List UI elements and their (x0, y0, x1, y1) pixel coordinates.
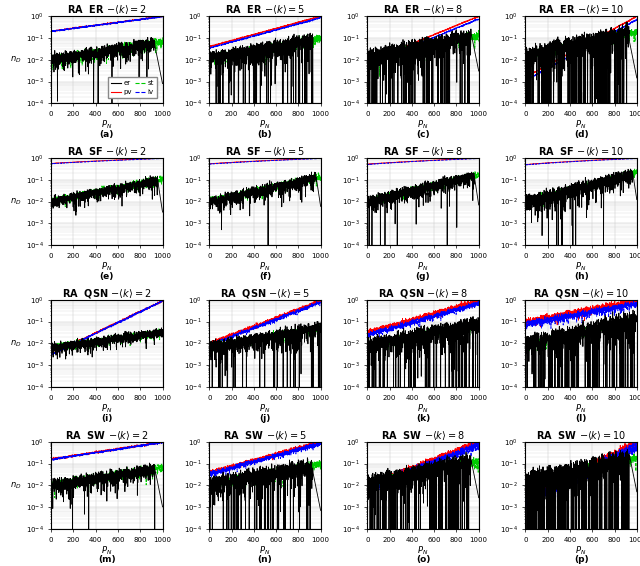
Y-axis label: $n_D$: $n_D$ (10, 54, 22, 65)
X-axis label: $P_N$: $P_N$ (575, 544, 587, 557)
Text: (j): (j) (259, 414, 271, 423)
Text: (c): (c) (416, 130, 430, 139)
X-axis label: $P_N$: $P_N$ (101, 260, 113, 273)
Title: RA  QSN $-\langle k\rangle=5$: RA QSN $-\langle k\rangle=5$ (220, 287, 310, 299)
Title: RA  SF $-\langle k\rangle=2$: RA SF $-\langle k\rangle=2$ (67, 145, 147, 158)
X-axis label: $P_N$: $P_N$ (259, 260, 271, 273)
Text: (a): (a) (100, 130, 114, 139)
Title: RA  QSN $-\langle k\rangle=10$: RA QSN $-\langle k\rangle=10$ (533, 287, 629, 299)
X-axis label: $P_N$: $P_N$ (575, 402, 587, 415)
Title: RA  ER $-\langle k\rangle=10$: RA ER $-\langle k\rangle=10$ (538, 3, 625, 16)
Title: RA  SW $-\langle k\rangle=10$: RA SW $-\langle k\rangle=10$ (536, 428, 626, 441)
X-axis label: $P_N$: $P_N$ (259, 118, 271, 131)
Title: RA  QSN $-\langle k\rangle=2$: RA QSN $-\langle k\rangle=2$ (62, 287, 152, 299)
X-axis label: $P_N$: $P_N$ (101, 544, 113, 557)
X-axis label: $P_N$: $P_N$ (417, 118, 429, 131)
Y-axis label: $n_D$: $n_D$ (10, 480, 22, 491)
Text: (g): (g) (416, 272, 430, 281)
Text: (b): (b) (258, 130, 272, 139)
Text: (f): (f) (259, 272, 271, 281)
Title: RA  SW $-\langle k\rangle=8$: RA SW $-\langle k\rangle=8$ (381, 428, 465, 441)
Title: RA  ER $-\langle k\rangle=5$: RA ER $-\langle k\rangle=5$ (225, 3, 305, 16)
Text: (l): (l) (575, 414, 587, 423)
X-axis label: $P_N$: $P_N$ (101, 118, 113, 131)
Title: RA  SF $-\langle k\rangle=5$: RA SF $-\langle k\rangle=5$ (225, 145, 305, 158)
Text: (o): (o) (416, 555, 430, 564)
X-axis label: $P_N$: $P_N$ (417, 260, 429, 273)
X-axis label: $P_N$: $P_N$ (101, 402, 113, 415)
Text: (h): (h) (573, 272, 589, 281)
X-axis label: $P_N$: $P_N$ (575, 260, 587, 273)
Title: RA  SF $-\langle k\rangle=10$: RA SF $-\langle k\rangle=10$ (538, 145, 624, 158)
Title: RA  SF $-\langle k\rangle=8$: RA SF $-\langle k\rangle=8$ (383, 145, 463, 158)
Title: RA  SW $-\langle k\rangle=2$: RA SW $-\langle k\rangle=2$ (65, 428, 148, 441)
Text: (k): (k) (416, 414, 430, 423)
Legend: er, pv, st, iv: er, pv, st, iv (108, 77, 157, 98)
X-axis label: $P_N$: $P_N$ (259, 544, 271, 557)
X-axis label: $P_N$: $P_N$ (575, 118, 587, 131)
X-axis label: $P_N$: $P_N$ (417, 402, 429, 415)
Text: (i): (i) (101, 414, 113, 423)
Y-axis label: $n_D$: $n_D$ (10, 196, 22, 207)
X-axis label: $P_N$: $P_N$ (417, 544, 429, 557)
Text: (p): (p) (574, 555, 588, 564)
Title: RA  QSN $-\langle k\rangle=8$: RA QSN $-\langle k\rangle=8$ (378, 287, 468, 299)
Text: (n): (n) (257, 555, 273, 564)
Title: RA  SW $-\langle k\rangle=5$: RA SW $-\langle k\rangle=5$ (223, 428, 307, 441)
Y-axis label: $n_D$: $n_D$ (10, 338, 22, 349)
Title: RA  ER $-\langle k\rangle=8$: RA ER $-\langle k\rangle=8$ (383, 3, 463, 16)
Text: (d): (d) (574, 130, 588, 139)
X-axis label: $P_N$: $P_N$ (259, 402, 271, 415)
Title: RA  ER $-\langle k\rangle=2$: RA ER $-\langle k\rangle=2$ (67, 3, 147, 16)
Text: (e): (e) (100, 272, 114, 281)
Text: (m): (m) (98, 555, 116, 564)
